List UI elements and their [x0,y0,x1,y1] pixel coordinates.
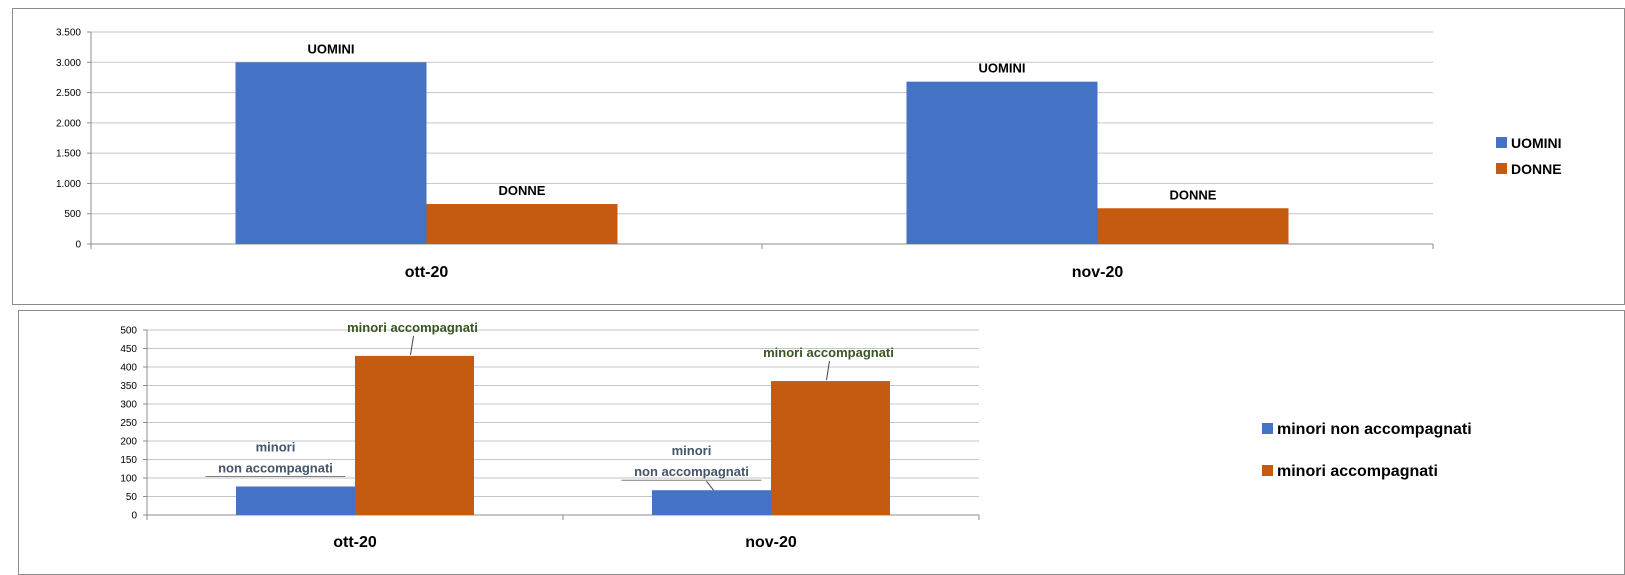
data-label: minori [256,440,296,455]
x-category-label: nov-20 [1072,264,1124,281]
y-tick-label: 0 [75,240,81,251]
gender-chart-svg: 0 500 1.000 1.500 2.000 2.500 3.000 3.500 ott-20… [56,28,1562,282]
data-label: minori accompagnati [763,345,894,360]
bar [1097,208,1289,244]
data-label: non accompagnati [218,461,333,476]
leader-line [826,360,830,381]
bar [235,62,427,245]
data-label: DONNE [499,183,546,198]
y-tick-label: 2.500 [56,88,81,99]
data-label: minori [672,443,712,458]
y-tick-label: 500 [120,326,137,337]
leader-line [706,480,714,491]
y-tick-label: 400 [120,363,137,374]
x-category-label: ott-20 [333,534,377,551]
legend-swatch [1496,137,1507,148]
legend-label: DONNE [1511,161,1562,177]
y-tick-label: 250 [120,418,137,429]
legend-swatch [1496,163,1507,174]
y-tick-label: 50 [126,492,138,503]
bar [355,355,474,515]
chart-panel-gender: 0 500 1.000 1.500 2.000 2.500 3.000 3.500 ott-20… [12,8,1625,305]
legend-swatch [1262,423,1273,434]
data-label: UOMINI [308,41,355,56]
y-tick-label: 0 [131,511,137,522]
y-tick-label: 150 [120,455,137,466]
data-label: UOMINI [979,61,1026,76]
leader-line [410,335,414,355]
y-tick-label: 2.000 [56,118,81,129]
bar [236,486,355,515]
data-label: DONNE [1170,187,1217,202]
legend-label: UOMINI [1511,135,1562,151]
bar [906,81,1098,244]
y-tick-label: 350 [120,381,137,392]
bar [771,381,890,515]
legend-label: minori accompagnati [1277,463,1438,480]
y-tick-label: 1.000 [56,179,81,190]
data-label: minori accompagnati [347,320,478,335]
y-tick-label: 500 [64,209,81,220]
y-tick-label: 300 [120,400,137,411]
x-category-label: ott-20 [405,264,449,281]
bar [426,204,618,244]
y-tick-label: 3.000 [56,58,81,69]
y-tick-label: 450 [120,344,137,355]
legend-swatch [1262,465,1273,476]
y-tick-label: 3.500 [56,28,81,39]
y-tick-label: 200 [120,437,137,448]
y-tick-label: 1.500 [56,149,81,160]
x-category-label: nov-20 [745,534,797,551]
bar [652,490,771,515]
chart-panel-minors: 0 50 100 150 200 250 300 350 400 450 500 ott-20 mino… [18,310,1625,575]
y-tick-label: 100 [120,474,137,485]
data-label: non accompagnati [634,464,749,479]
legend-label: minori non accompagnati [1277,421,1472,438]
minors-chart-svg: 0 50 100 150 200 250 300 350 400 450 500 ott-20 mino… [120,320,1472,551]
